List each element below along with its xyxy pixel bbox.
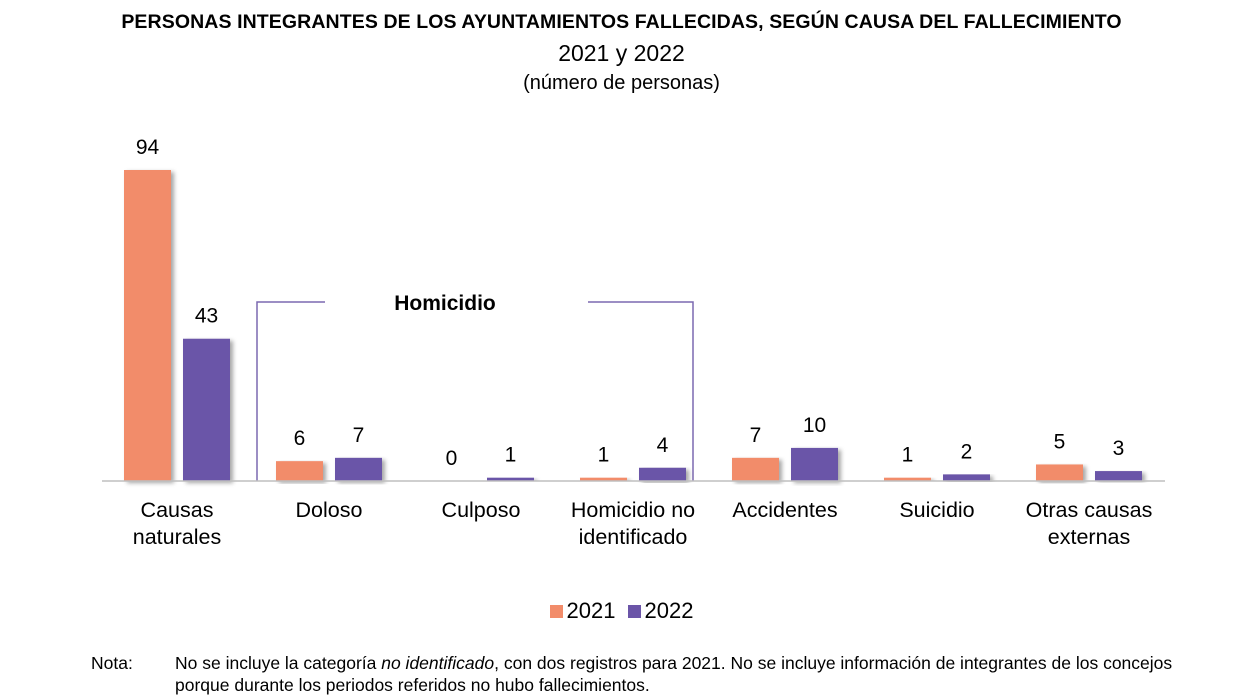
bar-2022-6 [1095,471,1142,481]
note-text: No se incluye la categoría no identifica… [175,652,1215,696]
note-text-part: No se incluye la categoría [175,653,382,673]
chart-title: PERSONAS INTEGRANTES DE LOS AYUNTAMIENTO… [121,11,1122,33]
legend-item-2022: 2022 [627,598,694,624]
x-tick-label-1: Doloso [296,498,363,522]
data-label-2021-6: 5 [1054,430,1066,453]
legend-label-2021: 2021 [566,598,616,623]
x-tick-label-2: Culposo [442,498,521,522]
chart-units: (número de personas) [523,72,720,94]
data-label-2022-6: 3 [1113,437,1125,460]
data-label-2022-1: 7 [353,424,365,447]
x-tick-label-0: Causas [141,498,214,522]
x-tick-label-4: Accidentes [732,498,837,522]
x-tick-label-3: identificado [579,525,688,549]
bar-2021-6 [1036,464,1083,481]
note-label: Nota: [91,653,133,673]
homicidio-annotation: Homicidio [256,292,694,481]
x-tick-label-6: externas [1048,525,1130,549]
data-label-2022-0: 43 [195,305,218,328]
legend-swatch-2022 [627,604,641,618]
bracket-right [588,301,694,481]
note-text-italic: no identificado [381,653,495,673]
chart-subtitle: 2021 y 2022 [558,40,685,66]
data-label-2022-3: 4 [657,434,669,457]
bar-2022-3 [639,467,686,481]
data-label-2021-5: 1 [902,444,914,467]
data-label-2021-0: 94 [136,136,160,159]
bars [124,170,1142,481]
data-label-2021-4: 7 [750,424,762,447]
note-text-part: , con dos registros para 2021. No se inc… [175,653,1173,695]
data-label-2022-4: 10 [803,414,826,437]
bar-2022-2 [487,477,534,481]
bar-2021-0 [124,170,171,481]
bar-2022-4 [791,447,838,481]
data-label-2022-5: 2 [961,440,973,463]
bar-chart: Homicidio 94 43 6 7 0 1 1 4 7 10 1 2 5 3 Causas natura… [102,136,1165,549]
data-label-2021-2: 0 [446,447,458,470]
bar-2022-0 [183,338,230,481]
bar-2022-1 [335,457,382,481]
x-tick-label-6: Otras causas [1026,498,1153,522]
legend-item-2021: 2021 [549,598,616,624]
x-tick-labels: Causas naturales Doloso Culposo Homicidio no… [133,498,1153,549]
legend-swatch-2021 [549,604,563,618]
data-label-2021-3: 1 [598,444,610,467]
data-label-2022-2: 1 [505,444,517,467]
bracket-left [256,301,325,481]
homicidio-label: Homicidio [394,292,496,315]
bar-2021-3 [580,477,627,481]
legend-label-2022: 2022 [644,598,694,623]
bar-2021-1 [276,461,323,481]
x-tick-label-5: Suicidio [899,498,974,522]
data-label-2021-1: 6 [294,427,306,450]
bar-2022-5 [943,474,990,481]
data-labels: 94 43 6 7 0 1 1 4 7 10 1 2 5 3 [136,136,1125,470]
x-tick-label-3: Homicidio no [571,498,695,522]
bar-2021-4 [732,457,779,481]
legend: 2021 2022 [0,598,1243,624]
bar-2021-5 [884,477,931,481]
x-tick-label-0: naturales [133,525,221,549]
